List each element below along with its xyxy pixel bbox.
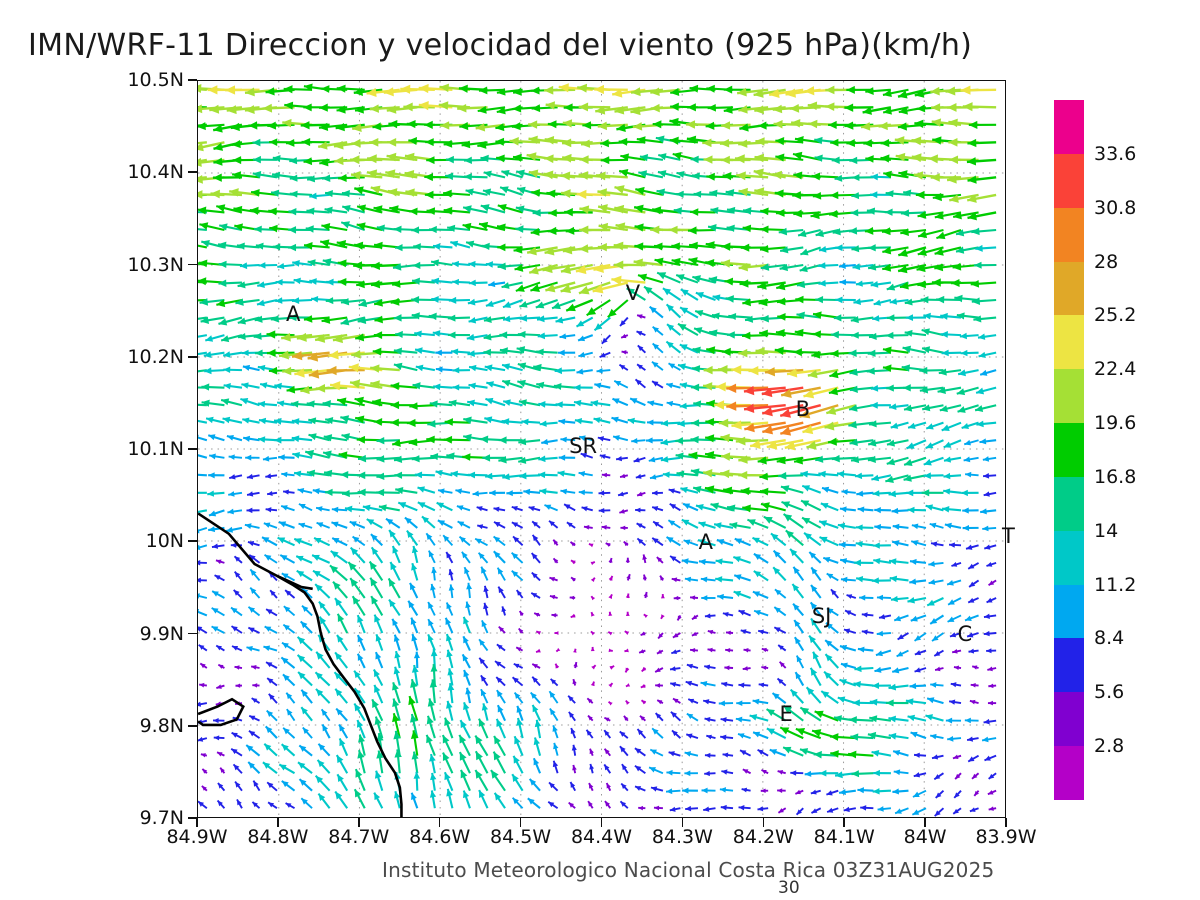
colorbar-tick-label: 11.2 (1094, 573, 1137, 596)
x-axis-tickmark (519, 818, 522, 827)
map-plot-area[interactable] (197, 80, 1006, 818)
colorbar-tick-label: 33.6 (1094, 142, 1137, 165)
x-axis-tick-label: 83.9W (975, 826, 1037, 848)
x-axis-tick-label: 84.8W (247, 826, 309, 848)
colorbar-tick-label: 5.6 (1094, 681, 1125, 704)
y-axis-tick-label: 10.1N (127, 438, 184, 460)
y-axis-tick-label: 9.8N (139, 714, 184, 737)
y-axis-tick-label: 10.3N (127, 253, 184, 276)
x-axis-tickmark (277, 818, 279, 827)
y-axis-tickmark (188, 355, 197, 358)
colorbar-band[interactable] (1054, 584, 1084, 639)
colorbar-band[interactable] (1054, 153, 1084, 208)
x-axis-tick-label: 84.1W (813, 826, 875, 848)
colorbar-tick-label: 8.4 (1094, 627, 1125, 650)
colorbar-band[interactable] (1054, 638, 1084, 693)
x-axis-tick-label: 84.6W (409, 826, 471, 848)
y-axis-tickmark (188, 632, 197, 635)
y-axis-tickmark (188, 79, 197, 81)
x-axis-tick-label: 84.3W (651, 826, 713, 848)
colorbar-tick-label: 25.2 (1094, 304, 1137, 327)
x-axis-tick-label: 84.7W (328, 826, 390, 848)
y-axis-tick-label: 10.2N (127, 345, 184, 368)
x-axis-tickmark (681, 818, 684, 827)
coastline-overlay (198, 512, 403, 817)
x-axis-tick-label: 84W (903, 826, 947, 848)
y-axis-tick-label: 10N (145, 530, 184, 553)
x-axis-tickmark (438, 818, 441, 827)
colorbar-band[interactable] (1054, 746, 1084, 800)
x-axis-tick-label: 84.5W (490, 826, 552, 848)
x-axis-tick-label: 84.2W (732, 826, 794, 848)
colorbar-band[interactable] (1054, 423, 1084, 477)
footer-subtext: 30 (778, 878, 800, 898)
x-axis-tick-label: 84.4W (570, 826, 633, 848)
y-axis-tickmark (188, 724, 197, 727)
chart-title: IMN/WRF-11 Direccion y velocidad del vie… (28, 28, 973, 63)
colorbar-band[interactable] (1054, 100, 1084, 154)
y-axis-tick-label: 10.4N (127, 161, 184, 184)
y-axis-tickmark (188, 448, 197, 450)
colorbar-band[interactable] (1054, 261, 1084, 316)
colorbar-band[interactable] (1054, 530, 1084, 585)
y-axis-tickmark (188, 817, 197, 819)
colorbar-tick-label: 30.8 (1094, 196, 1137, 219)
y-axis-tickmark (188, 540, 197, 543)
colorbar-tick-label: 2.8 (1094, 735, 1125, 758)
x-axis-tickmark (762, 818, 765, 827)
x-axis-tick-label: 84.9W (166, 826, 228, 848)
x-axis-tickmark (843, 818, 845, 827)
colorbar-tick-label: 22.4 (1094, 358, 1137, 381)
x-axis-tickmark (358, 818, 360, 827)
y-axis-tick-label: 9.9N (139, 622, 184, 645)
colorbar-tick-label: 19.6 (1094, 412, 1137, 435)
x-axis-tickmark (924, 818, 926, 827)
colorbar-band[interactable] (1054, 476, 1084, 531)
wind-vector-field (198, 83, 997, 817)
colorbar-band[interactable] (1054, 692, 1084, 747)
colorbar-band[interactable] (1054, 207, 1084, 262)
colorbar[interactable] (1054, 100, 1084, 800)
x-axis-tickmark (196, 818, 198, 827)
colorbar-band[interactable] (1054, 369, 1084, 424)
colorbar-tick-label: 28 (1094, 250, 1119, 273)
y-axis-tick-label: 10.5N (127, 69, 184, 91)
x-axis-tickmark (1005, 818, 1007, 827)
footer-credit: Instituto Meteorologico Nacional Costa R… (382, 858, 995, 882)
colorbar-tick-label: 14 (1094, 519, 1119, 542)
colorbar-band[interactable] (1054, 315, 1084, 370)
y-axis-tick-label: 9.7N (139, 807, 184, 829)
y-axis-tickmark (188, 263, 197, 266)
colorbar-tick-label: 16.8 (1094, 465, 1137, 488)
y-axis-tickmark (188, 171, 197, 174)
x-axis-tickmark (600, 818, 603, 827)
